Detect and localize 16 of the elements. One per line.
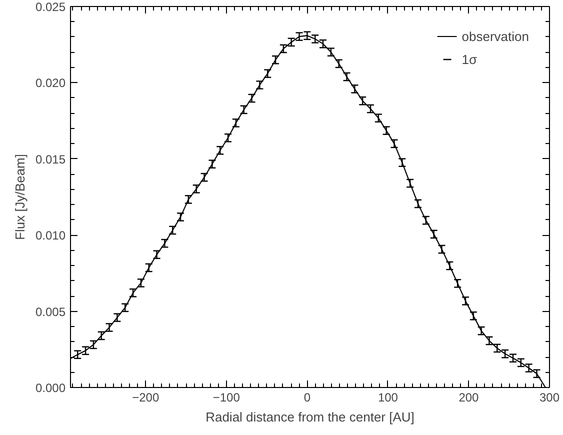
x-tick-label: 200 <box>458 390 480 404</box>
x-tick-label: −100 <box>212 390 240 404</box>
y-tick-label: 0.015 <box>35 152 66 166</box>
y-tick-label: 0.025 <box>35 0 66 14</box>
x-tick-label: 100 <box>378 390 398 404</box>
x-tick-label: −200 <box>132 390 160 404</box>
annotation: 1σ <box>462 52 478 66</box>
x-tick-label: 300 <box>539 390 560 404</box>
x-axis-title: Radial distance from the center [AU] <box>206 410 414 424</box>
y-axis-title: Flux [Jy/Beam] <box>12 154 28 240</box>
x-tick-label: 0 <box>304 390 311 404</box>
y-tick-label: 0.020 <box>35 76 66 90</box>
legend-label: observation <box>462 28 529 44</box>
y-tick-label: 0.000 <box>35 381 66 395</box>
y-tick-label: 0.010 <box>35 228 66 243</box>
y-tick-label: 0.005 <box>35 304 66 319</box>
